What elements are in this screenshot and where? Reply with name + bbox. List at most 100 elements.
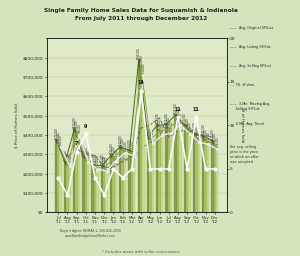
Bar: [174, 115, 177, 212]
Bar: [216, 149, 218, 212]
Bar: [64, 162, 66, 212]
Bar: [92, 165, 94, 212]
Text: $222,000: $222,000: [95, 157, 100, 168]
Text: $348,000: $348,000: [213, 132, 217, 144]
Text: $365,000: $365,000: [197, 129, 201, 141]
Text: $408,000: $408,000: [188, 121, 191, 133]
Text: $308,000: $308,000: [123, 140, 127, 152]
Bar: [140, 67, 142, 212]
Bar: [131, 153, 133, 212]
Bar: [158, 131, 161, 212]
Bar: [133, 156, 136, 212]
Bar: [184, 125, 186, 212]
Text: $248,000: $248,000: [65, 152, 70, 164]
Y-axis label: # of Homes Sold: # of Homes Sold: [240, 108, 244, 143]
Text: Buyer's Agent: RE/MAX 1, 206-842-2000
www.BainbridgeIslandMarket.com: Buyer's Agent: RE/MAX 1, 206-842-2000 ww…: [60, 229, 120, 238]
Bar: [177, 120, 179, 212]
Bar: [214, 145, 216, 212]
Text: ——  Avg. Original SP/List: —— Avg. Original SP/List: [230, 26, 272, 30]
Text: $320,000: $320,000: [128, 138, 131, 150]
Text: $308,000: $308,000: [130, 140, 134, 152]
Text: $328,000: $328,000: [215, 136, 219, 148]
Bar: [73, 129, 76, 212]
Bar: [188, 134, 191, 212]
Text: $398,000: $398,000: [77, 123, 81, 135]
Text: $420,000: $420,000: [158, 119, 161, 130]
Text: $450,000: $450,000: [183, 113, 187, 124]
Bar: [193, 134, 195, 212]
Text: $260,000: $260,000: [63, 150, 67, 161]
Text: $398,000: $398,000: [160, 123, 164, 135]
Bar: [59, 147, 62, 212]
Bar: [207, 144, 209, 212]
Text: $325,000: $325,000: [121, 137, 125, 149]
Bar: [161, 135, 163, 212]
Bar: [165, 124, 167, 212]
Text: From July 2011 through December 2012: From July 2011 through December 2012: [75, 16, 207, 22]
Text: $295,000: $295,000: [109, 143, 113, 154]
Text: - -  Ttl. #'s/mo: - - Ttl. #'s/mo: [230, 83, 254, 87]
Bar: [103, 168, 106, 212]
Bar: [186, 130, 188, 212]
Bar: [115, 161, 117, 212]
Text: $370,000: $370,000: [210, 128, 214, 140]
Text: ——  Avg. Listing SP/List: —— Avg. Listing SP/List: [230, 45, 270, 49]
Text: $710,000: $710,000: [142, 62, 146, 74]
Text: $268,000: $268,000: [114, 148, 118, 160]
Text: $478,000: $478,000: [176, 107, 180, 119]
Text: $790,000: $790,000: [137, 47, 141, 59]
Text: $290,000: $290,000: [82, 144, 86, 155]
Text: $428,000: $428,000: [185, 117, 189, 129]
Text: $242,000: $242,000: [100, 153, 104, 165]
Text: $375,000: $375,000: [148, 127, 152, 139]
Text: $750,000: $750,000: [139, 55, 143, 67]
Bar: [82, 156, 85, 212]
Text: $228,000: $228,000: [102, 156, 106, 167]
Text: $375,000: $375,000: [54, 127, 58, 139]
Text: $278,000: $278,000: [84, 146, 88, 158]
Bar: [57, 144, 59, 212]
Text: $452,000: $452,000: [178, 112, 182, 124]
Bar: [211, 141, 214, 212]
Text: 14: 14: [138, 80, 145, 86]
Bar: [122, 150, 124, 212]
Bar: [124, 153, 126, 212]
Bar: [78, 135, 80, 212]
Text: $412,000: $412,000: [169, 120, 173, 132]
Bar: [96, 169, 99, 212]
Text: $215,000: $215,000: [105, 158, 109, 170]
Text: $352,000: $352,000: [206, 132, 210, 143]
Text: $432,000: $432,000: [167, 116, 171, 128]
Bar: [101, 166, 103, 212]
Text: $385,000: $385,000: [194, 125, 198, 137]
Y-axis label: $ Price of Homes Sold: $ Price of Homes Sold: [14, 103, 18, 148]
Bar: [106, 171, 108, 212]
Bar: [147, 137, 149, 212]
Bar: [156, 125, 158, 212]
Bar: [152, 143, 154, 212]
Bar: [128, 151, 131, 212]
Text: ——  3-Mo. Moving Avg.
     Selling SP/List: —— 3-Mo. Moving Avg. Selling SP/List: [230, 102, 269, 111]
Text: $372,000: $372,000: [203, 128, 208, 140]
Text: $238,000: $238,000: [93, 154, 97, 165]
Bar: [167, 129, 170, 212]
Bar: [170, 133, 172, 212]
Text: - -  6 Mo. Avg. Trend: - - 6 Mo. Avg. Trend: [230, 122, 263, 126]
Text: 11: 11: [193, 106, 200, 112]
Text: the avg. selling
price is the price
at which an offer
was accepted: the avg. selling price is the price at w…: [230, 145, 258, 164]
Bar: [179, 125, 182, 212]
Text: $392,000: $392,000: [146, 124, 150, 136]
Text: $248,000: $248,000: [91, 152, 95, 164]
Bar: [55, 140, 57, 212]
Text: ——  Avg. Selling SP/List: —— Avg. Selling SP/List: [230, 64, 271, 68]
Bar: [137, 60, 140, 212]
Text: $395,000: $395,000: [201, 123, 205, 135]
Text: * Includes areas with seller concessions: * Includes areas with seller concessions: [102, 250, 180, 254]
Text: $340,000: $340,000: [59, 134, 63, 146]
Bar: [202, 136, 204, 212]
Bar: [149, 140, 152, 212]
Text: 7: 7: [75, 141, 78, 146]
Bar: [66, 165, 69, 212]
Text: $505,000: $505,000: [173, 102, 178, 114]
Text: $282,000: $282,000: [112, 145, 116, 157]
